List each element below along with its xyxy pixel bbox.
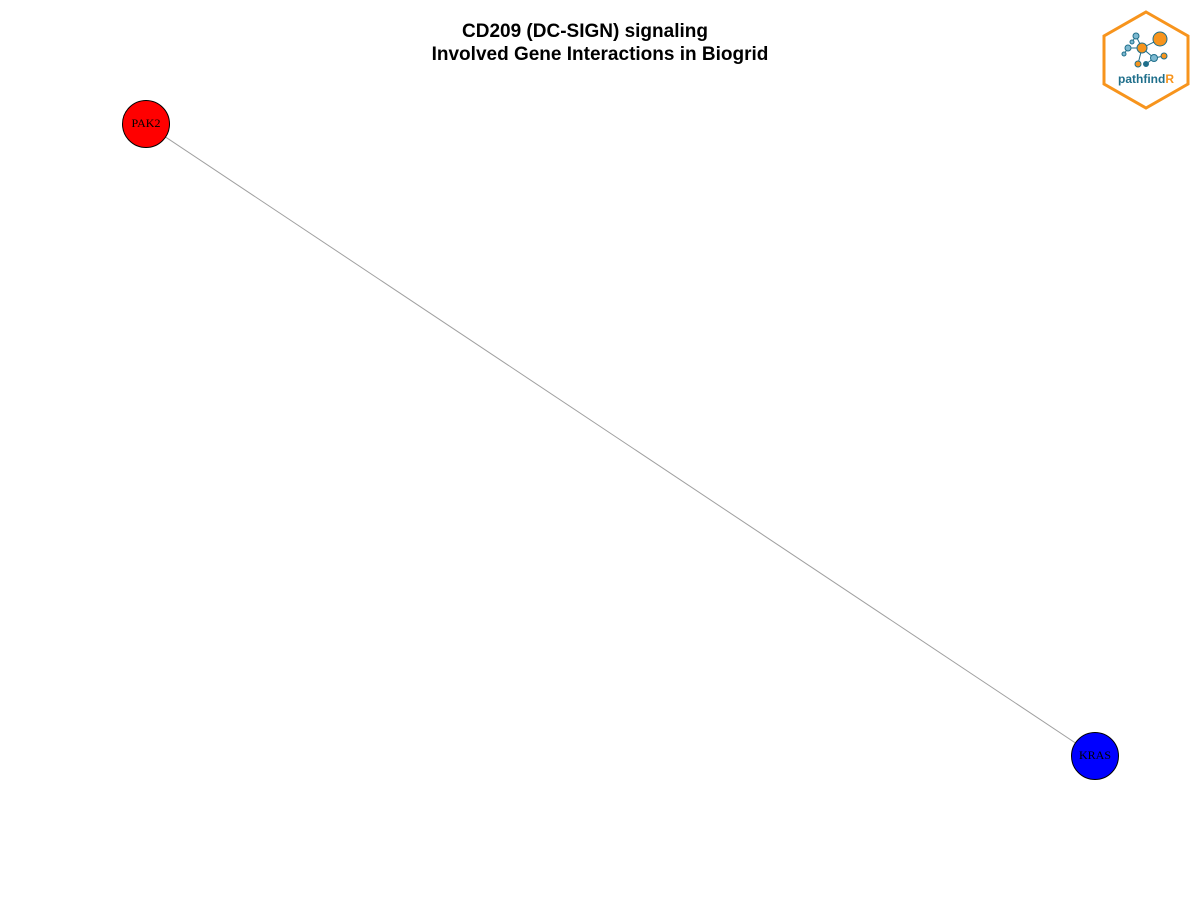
node-pak2-circle [122,100,170,148]
node-pak2-label: PAK2 [132,116,161,130]
node-kras: KRAS [1071,732,1119,780]
node-kras-circle [1071,732,1119,780]
logo-hexagon [1102,10,1190,110]
chart-title: CD209 (DC-SIGN) signaling Involved Gene … [0,20,1200,66]
chart-title-line1: CD209 (DC-SIGN) signaling [462,21,708,42]
logo-network-icon [1121,31,1168,68]
node-kras-label: KRAS [1079,748,1111,762]
node-pak2: PAK2 [122,100,170,148]
chart-title-line2: Involved Gene Interactions in Biogrid [431,44,769,65]
logo-text: pathfindR [1118,72,1174,86]
logo-text-accent: R [1165,72,1174,86]
edge-pak2-kras [145,123,1096,757]
logo-text-main: pathfind [1118,72,1165,86]
pathfindr-logo: pathfindR [1102,10,1190,110]
